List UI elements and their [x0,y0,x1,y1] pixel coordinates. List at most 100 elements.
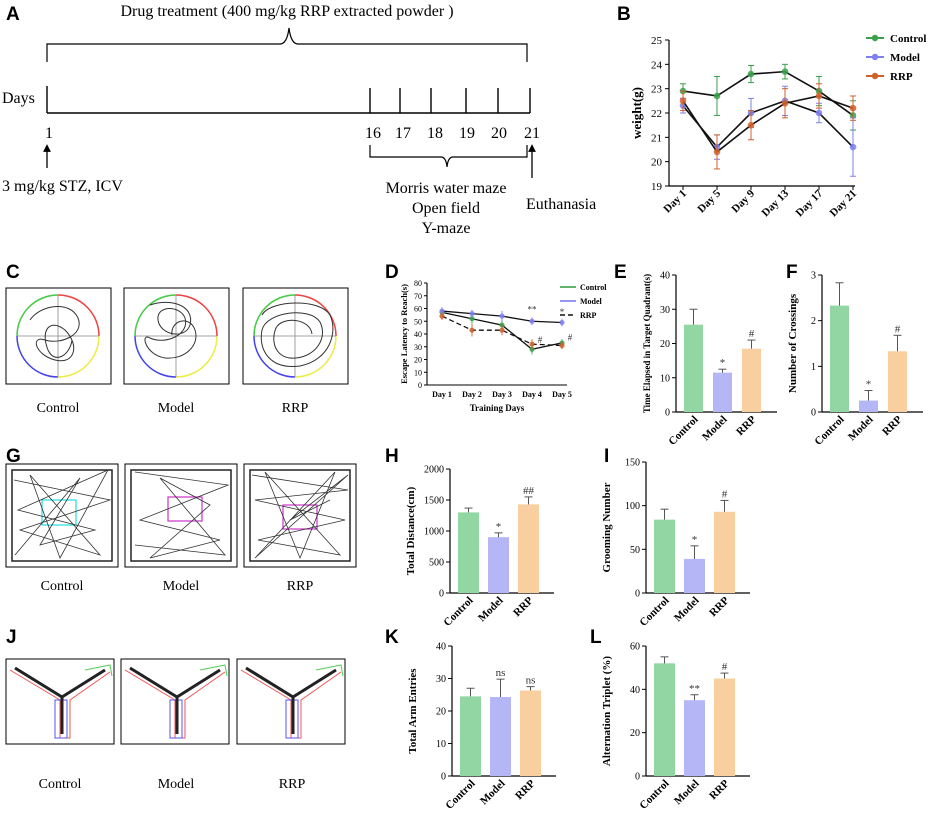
day-tick-label: 16 [365,125,381,142]
day-tick-label: 19 [459,125,475,142]
target-quadrant-bar-chart: 0 10 20 30 40 Time Elapsed in Target Quadrant… [642,271,777,448]
bar-control [458,512,479,593]
y-tick-label: 25 [651,35,663,47]
y-tick-label: 3 [811,271,816,282]
significance-mark: ** [689,683,700,695]
y-axis-label: Alternation Triplet (%) [601,656,613,767]
day-tick-label: 1 [45,125,53,142]
legend-label: RRP [890,71,913,83]
significance-mark: # [749,328,755,340]
y-tick-label: 22 [651,108,662,120]
data-point [499,313,505,319]
x-tick-label: Day 9 [729,187,757,215]
x-tick-label: Day 4 [522,390,542,399]
data-point [469,327,475,333]
panel-label-a: A [6,4,20,25]
data-point [559,342,565,349]
days-label: Days [2,90,35,107]
x-tick-label: Model [672,595,702,625]
escape-latency-line-chart: 0 10 20 30 40 50 60 70 80 Escape Latency to Reach… [399,279,607,413]
y-tick-label: 50 [414,317,422,326]
y-tick-label: 23 [651,84,663,96]
series-line [682,99,854,149]
x-tick-label: Control [443,778,477,812]
y-tick-label: 10 [414,368,422,377]
data-point [529,341,535,347]
y-tick-label: 2 [811,316,816,327]
significance-mark: ** [528,304,538,314]
x-tick-label: RRP [734,413,759,438]
data-point [713,148,721,156]
y-axis-label: Total Arm Entries [407,668,419,754]
image-caption: Model [163,579,200,594]
stz-note: 3 mg/kg STZ, ICV [2,178,123,195]
bar-rrp [518,504,539,593]
crossings-bar-chart: 0 1 2 3 Number of Crossings Control * Model # RRP [787,271,923,448]
x-tick-label: Day 2 [462,390,482,399]
x-tick-label: RRP [511,594,536,619]
y-tick-label: 1 [811,362,816,373]
x-tick-label: Day 1 [432,390,452,399]
bar-rrp [520,690,541,776]
y-tick-label: 40 [414,330,422,339]
series-line [682,95,854,154]
panel-label-b: B [617,4,631,25]
x-tick-label: Model [476,595,506,625]
y-maze-image-model [120,658,230,745]
panel-label-e: E [614,262,627,283]
test-name: Y-maze [422,220,471,237]
y-axis-label: Number of Crossings [787,293,799,393]
data-point [815,92,823,100]
data-point [439,313,445,319]
y-axis-label: Time Elapsed in Target Quadrant(s) [642,274,652,413]
image-caption: Control [41,579,84,594]
y-tick-label: 150 [625,458,640,469]
test-name: Morris water maze [386,180,507,197]
swim-path-image-model [123,287,230,385]
legend-marker [871,72,879,80]
image-caption: Model [158,401,195,416]
significance-mark: * [720,357,726,369]
data-point [713,92,721,100]
panel-label-f: F [786,262,798,283]
legend-label: Control [890,33,926,45]
data-point [849,104,857,112]
y-tick-label: 1000 [424,527,444,538]
bar-control [654,663,675,776]
data-point [679,97,687,105]
test-name: Open field [412,200,480,217]
x-tick-label: Model [846,414,876,444]
image-caption: RRP [287,579,314,594]
y-tick-label: 0 [418,381,422,390]
y-tick-label: 500 [429,558,444,569]
x-tick-label: Day 13 [760,187,792,219]
data-point [849,143,857,151]
x-tick-label: Day 21 [828,188,860,220]
bar-model [859,400,878,412]
y-tick-label: 40 [630,685,640,696]
data-point [559,319,565,326]
water-maze-images: Control Model RRP [5,287,349,416]
open-field-image-rrp [243,463,357,568]
legend-marker [871,34,879,42]
bar-model [684,700,705,776]
treatment-brace [46,27,528,62]
significance-mark: * [496,521,502,533]
y-tick-label: 21 [651,132,662,144]
y-tick-label: 70 [414,292,422,301]
bar-rrp [714,511,735,593]
y-axis-label: weight(g) [629,87,644,139]
significance-mark: * [560,307,565,317]
day-tick-label: 17 [395,125,411,142]
x-tick-label: Model [672,778,702,808]
total-distance-bar-chart: 0 500 1000 1500 2000 Total Distance(cm) Contro… [405,465,554,629]
alternation-bar-chart: 0 20 40 60 Alternation Triplet (%) Control ** M… [601,642,750,812]
y-tick-label: 0 [439,589,444,600]
bar-rrp [714,678,735,776]
data-point [815,109,823,117]
panel-label-d: D [385,262,399,283]
x-tick-label: RRP [513,777,538,802]
euthanasia-note: Euthanasia [526,196,596,213]
bar-control [830,305,849,412]
